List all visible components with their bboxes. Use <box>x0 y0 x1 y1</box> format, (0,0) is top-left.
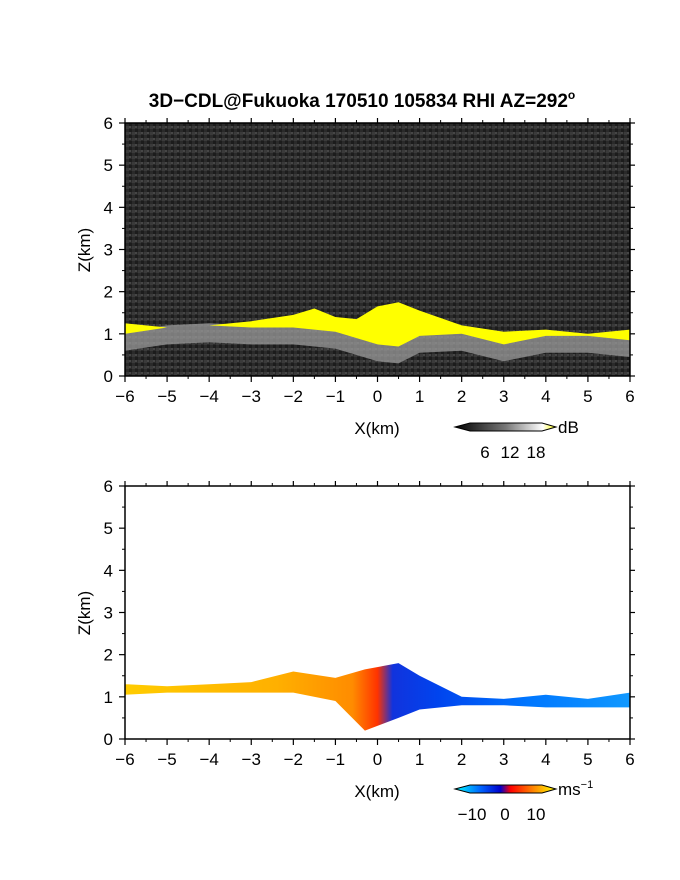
x-tick-label: 0 <box>373 750 382 769</box>
x-tick-label: 4 <box>541 750 550 769</box>
y-axis-label: Z(km) <box>75 591 94 635</box>
y-tick-label: 4 <box>104 198 113 217</box>
colorbar-unit: dB <box>558 418 579 437</box>
x-tick-label: 6 <box>625 750 634 769</box>
y-axis-label: Z(km) <box>75 228 94 272</box>
x-tick-label: 4 <box>541 387 550 406</box>
colorbar-tick-label: 10 <box>527 805 546 824</box>
y-tick-label: 6 <box>104 114 113 133</box>
x-tick-label: 2 <box>457 750 466 769</box>
y-tick-label: 3 <box>104 241 113 260</box>
x-tick-label: −4 <box>199 750 218 769</box>
colorbar-tick-label: 12 <box>501 443 520 462</box>
x-tick-label: −5 <box>157 387 176 406</box>
colorbar-unit: ms−1 <box>558 779 593 799</box>
x-tick-label: −6 <box>115 387 134 406</box>
x-tick-label: 6 <box>625 387 634 406</box>
x-tick-label: 5 <box>583 387 592 406</box>
x-tick-label: −3 <box>242 750 261 769</box>
y-tick-label: 3 <box>104 604 113 623</box>
colorbar-tick-label: −10 <box>458 805 487 824</box>
y-tick-label: 5 <box>104 519 113 538</box>
x-axis-label: X(km) <box>354 419 399 438</box>
colorbar-tick-label: 18 <box>527 443 546 462</box>
x-tick-label: −1 <box>326 387 345 406</box>
colorbar-tick-label: 0 <box>500 805 509 824</box>
x-tick-label: −2 <box>284 750 303 769</box>
x-tick-label: −5 <box>157 750 176 769</box>
x-tick-label: −1 <box>326 750 345 769</box>
x-tick-label: 0 <box>373 387 382 406</box>
velocity-layer <box>125 663 630 731</box>
x-tick-label: −6 <box>115 750 134 769</box>
y-tick-label: 5 <box>104 156 113 175</box>
y-tick-label: 2 <box>104 283 113 302</box>
y-tick-label: 1 <box>104 688 113 707</box>
x-axis-label: X(km) <box>354 782 399 801</box>
chart-title: 3D−CDL@Fukuoka 170510 105834 RHI AZ=292o <box>149 88 576 112</box>
colorbar-gradient <box>453 422 558 432</box>
y-tick-label: 4 <box>104 561 113 580</box>
colorbar-gradient <box>453 784 558 794</box>
y-tick-label: 6 <box>104 477 113 496</box>
colorbar: dB 6 12 18 <box>453 418 579 462</box>
y-tick-label: 0 <box>104 730 113 749</box>
y-tick-label: 0 <box>104 367 113 386</box>
axes: −6 −5 −4 −3 −2 −1 0 1 2 3 4 5 6 0 1 2 3 4 5 6 <box>104 477 635 769</box>
x-tick-label: 1 <box>415 387 424 406</box>
x-tick-label: 5 <box>583 750 592 769</box>
axes: −6 −5 −4 −3 −2 −1 0 1 2 3 4 5 6 0 1 2 3 4 5 6 <box>104 114 635 406</box>
colorbar-tick-label: 6 <box>480 443 489 462</box>
x-tick-label: 2 <box>457 387 466 406</box>
x-tick-label: 3 <box>499 387 508 406</box>
x-tick-label: −4 <box>199 387 218 406</box>
y-tick-label: 2 <box>104 646 113 665</box>
x-tick-label: 1 <box>415 750 424 769</box>
x-tick-label: 3 <box>499 750 508 769</box>
cloud-layer-yellow <box>125 302 630 347</box>
x-tick-label: −2 <box>284 387 303 406</box>
colorbar: ms−1 −10 0 10 <box>453 779 593 824</box>
x-tick-label: −3 <box>242 387 261 406</box>
y-tick-label: 1 <box>104 325 113 344</box>
